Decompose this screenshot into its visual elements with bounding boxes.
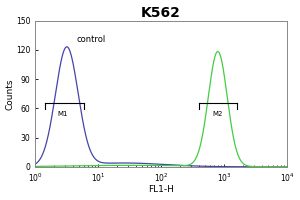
Text: M2: M2 (213, 111, 223, 117)
Text: control: control (76, 35, 106, 44)
Title: K562: K562 (141, 6, 181, 20)
Text: M1: M1 (58, 111, 68, 117)
Y-axis label: Counts: Counts (6, 78, 15, 110)
X-axis label: FL1-H: FL1-H (148, 185, 174, 194)
